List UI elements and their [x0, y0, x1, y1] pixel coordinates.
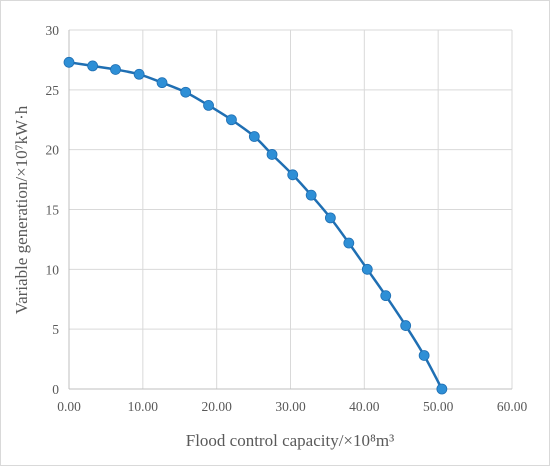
data-point [63, 56, 75, 68]
data-point [400, 320, 412, 331]
x-tick-label: 60.00 [497, 399, 528, 414]
data-point [380, 290, 392, 302]
x-tick-label: 10.00 [128, 399, 159, 414]
data-point [266, 149, 278, 160]
data-point [343, 237, 355, 249]
data-point [418, 350, 430, 361]
data-point [156, 77, 168, 89]
series-line [68, 61, 443, 390]
data-point [305, 189, 317, 201]
y-tick-label: 25 [46, 83, 60, 98]
y-tick-label: 15 [46, 203, 60, 218]
data-point [361, 263, 373, 275]
data-point [110, 64, 121, 75]
y-tick-label: 20 [46, 143, 60, 158]
grid-lines [69, 29, 513, 389]
y-tick-label: 5 [52, 322, 59, 337]
data-point [248, 131, 260, 142]
y-tick-label: 30 [46, 23, 60, 38]
data-point [203, 99, 214, 111]
y-tick-label: 10 [46, 262, 60, 277]
data-point [180, 86, 192, 98]
x-tick-label: 0.00 [57, 399, 81, 414]
x-tick-labels: 0.00 10.00 20.00 30.00 40.00 50.00 60.00 [57, 399, 527, 414]
x-tick-label: 20.00 [201, 399, 232, 414]
data-point [436, 383, 448, 395]
data-point [324, 212, 336, 224]
x-tick-label: 50.00 [423, 399, 454, 414]
data-point [226, 114, 237, 126]
data-point [87, 60, 99, 72]
x-tick-label: 40.00 [349, 399, 380, 414]
data-points [63, 56, 448, 395]
y-tick-label: 0 [52, 382, 59, 397]
y-tick-labels: 0 5 10 15 20 25 30 [46, 23, 60, 397]
x-tick-label: 30.00 [275, 399, 306, 414]
data-point [133, 68, 145, 80]
y-axis-title: Variable generation/×10⁷kW·h [12, 105, 31, 314]
data-point [287, 169, 299, 181]
x-axis-title: Flood control capacity/×10⁸m³ [186, 431, 395, 450]
